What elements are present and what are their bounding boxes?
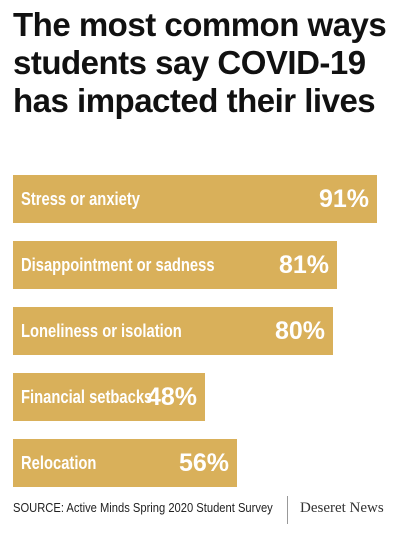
bar-value-label: 56%	[178, 449, 229, 477]
brand-logo: Deseret News	[300, 500, 384, 516]
bar-label: Stress or anxiety	[21, 189, 140, 209]
bar-value-label: 80%	[274, 317, 325, 345]
bar-value-label: 81%	[278, 251, 329, 279]
bar-label: Relocation	[21, 453, 97, 473]
bar-label: Disappointment or sadness	[21, 255, 215, 275]
bar-label: Financial setbacks	[21, 387, 153, 407]
bar: Financial setbacks 48%	[13, 373, 205, 421]
footer-divider	[287, 496, 288, 524]
source-note: SOURCE: Active Minds Spring 2020 Student…	[13, 500, 273, 515]
bar-value-label: 48%	[146, 383, 197, 411]
bar: Loneliness or isolation 80%	[13, 307, 333, 355]
bar: Disappointment or sadness 81%	[13, 241, 337, 289]
bar: Stress or anxiety 91%	[13, 175, 377, 223]
bar: Relocation 56%	[13, 439, 237, 487]
bar-value-label: 91%	[318, 185, 369, 213]
bar-label: Loneliness or isolation	[21, 321, 182, 341]
chart-title: The most common ways students say COVID-…	[13, 6, 387, 119]
